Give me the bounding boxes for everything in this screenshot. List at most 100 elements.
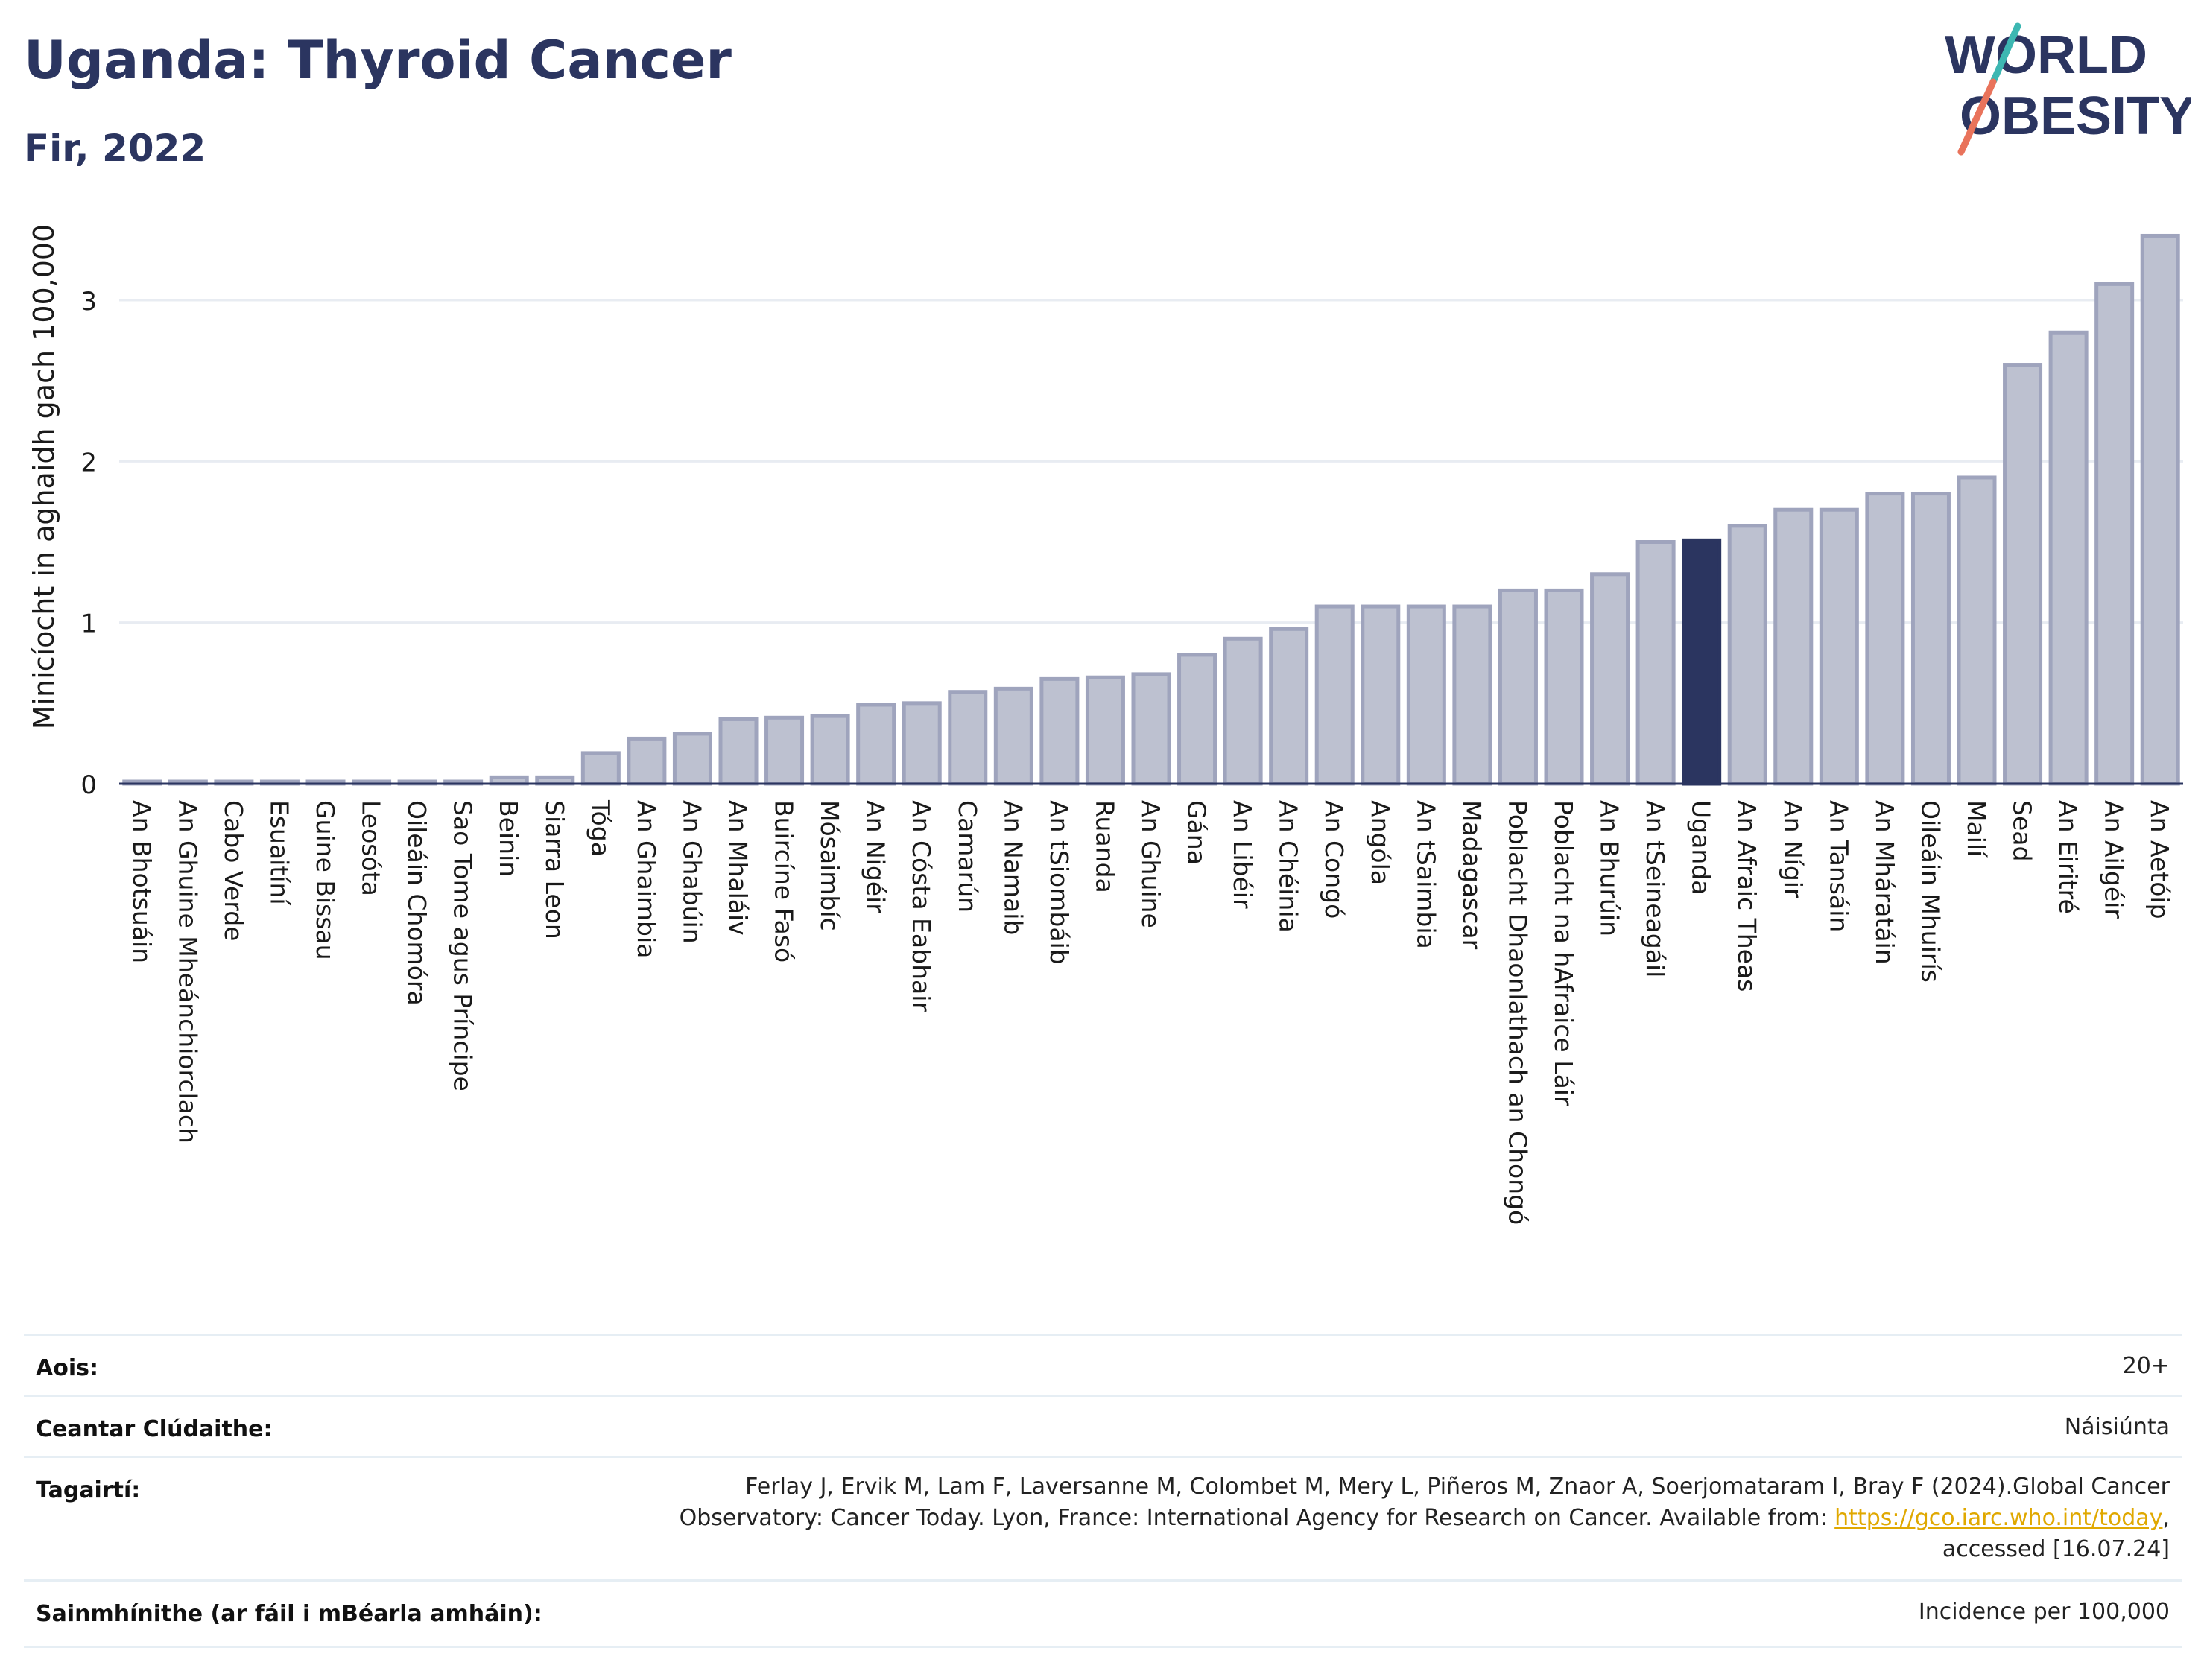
- bar: [627, 736, 667, 786]
- x-tick-label: Madagascar: [1457, 800, 1486, 950]
- logo-slash-coral: [1957, 78, 1997, 156]
- x-tick-label: Ruanda: [1090, 800, 1119, 893]
- x-tick-label: An Chéinia: [1274, 800, 1303, 933]
- x-tick-label: Guine Bissau: [311, 800, 340, 960]
- x-tick-label: Poblacht Dhaonlathach an Chongó: [1503, 800, 1532, 1225]
- bar: [1452, 604, 1492, 786]
- bar: [1819, 507, 1859, 786]
- bar: [1314, 604, 1355, 786]
- info-row-definitions: Sainmhínithe (ar fáil i mBéarla amháin):…: [24, 1579, 2182, 1648]
- info-row-coverage: Ceantar Clúdaithe: Náisiúnta: [24, 1395, 2182, 1458]
- y-tick-label: 0: [80, 770, 97, 800]
- x-tick-label: Mailí: [1962, 800, 1991, 858]
- info-value-references: Ferlay J, Ervik M, Lam F, Laversanne M, …: [680, 1471, 2170, 1565]
- bar: [902, 701, 942, 786]
- chart-subtitle: Fir, 2022: [24, 127, 206, 170]
- reference-line-1: Ferlay J, Ervik M, Lam F, Laversanne M, …: [745, 1474, 2170, 1500]
- x-tick-label: An Nigéir: [861, 800, 890, 913]
- bars: [122, 233, 2180, 786]
- bar: [1269, 627, 1309, 786]
- bar: [2140, 233, 2180, 786]
- x-tick-label: An Nígir: [1779, 800, 1808, 898]
- x-tick-label: Buircíne Fasó: [770, 800, 799, 963]
- world-obesity-logo: WORLD OBESITY: [1945, 22, 2191, 156]
- x-tick-label: An tSeineagáil: [1641, 800, 1670, 977]
- x-tick-label: An tSiombáib: [1045, 800, 1074, 965]
- bar: [2094, 282, 2135, 786]
- y-tick-label: 3: [80, 287, 97, 317]
- info-label-references: Tagairtí:: [36, 1477, 141, 1503]
- bar: [1910, 492, 1951, 786]
- reference-comma: ,: [2162, 1505, 2170, 1531]
- info-label-definitions: Sainmhínithe (ar fáil i mBéarla amháin):: [36, 1601, 542, 1627]
- info-value-coverage: Náisiúnta: [2064, 1414, 2170, 1440]
- x-tick-label: An Ghaimbia: [632, 800, 661, 958]
- bar: [1635, 540, 1676, 786]
- bar: [1177, 653, 1217, 786]
- bar: [1039, 676, 1080, 786]
- x-tick-label: An Congó: [1320, 800, 1349, 919]
- x-tick-label: An Afraic Theas: [1732, 800, 1761, 992]
- x-tick-label: Camarún: [953, 800, 982, 913]
- bar: [580, 751, 621, 786]
- logo-slash-teal: [1989, 22, 2021, 86]
- bar: [1361, 604, 1401, 786]
- bar: [1727, 524, 1767, 786]
- bar-highlight: [1682, 538, 1722, 786]
- x-tick-label: Mósaimbíc: [815, 800, 844, 931]
- bar-chart: 0 1 2 3 An Bhotsuáin An Ghuine Mheánchiorcla…: [28, 224, 2183, 1225]
- x-tick-label: An Bhotsuáin: [127, 800, 156, 963]
- bar: [2048, 330, 2089, 786]
- bar: [993, 686, 1033, 786]
- bar: [1773, 507, 1814, 786]
- info-value-definitions: Incidence per 100,000: [1918, 1599, 2170, 1625]
- y-tick-label: 2: [80, 448, 97, 478]
- x-tick-label: Gána: [1182, 800, 1212, 865]
- y-tick-labels: 0 1 2 3: [80, 287, 97, 800]
- x-tick-label: An Libéir: [1228, 800, 1257, 909]
- bar: [1498, 588, 1538, 786]
- info-row-age: Aois: 20+: [24, 1334, 2182, 1397]
- info-row-references: Tagairtí: Ferlay J, Ervik M, Lam F, Lave…: [24, 1456, 2182, 1582]
- x-tick-label: An Ghuine Mheánchiorclach: [173, 800, 202, 1144]
- x-tick-label: An Aetóip: [2145, 800, 2174, 919]
- x-tick-label: Beinin: [494, 800, 523, 877]
- bar: [1223, 636, 1263, 786]
- reference-text: Observatory: Cancer Today. Lyon, France:…: [679, 1505, 1835, 1531]
- x-tick-label: An Ghuine: [1136, 800, 1165, 928]
- info-label-age: Aois:: [36, 1355, 98, 1381]
- info-value-age: 20+: [2122, 1353, 2170, 1379]
- x-tick-label: Angóla: [1366, 800, 1395, 885]
- bar: [1085, 675, 1125, 786]
- bar: [764, 715, 805, 786]
- bar: [948, 690, 988, 786]
- x-tick-label: Sao Tome agus Príncipe: [449, 800, 478, 1091]
- logo-text-obesity: OBESITY: [1960, 86, 2191, 146]
- x-tick-label: Siarra Leon: [540, 800, 569, 939]
- x-tick-label: An Mhaláiv: [723, 800, 753, 936]
- x-tick-label: Oileáin Mhuirís: [1916, 800, 1945, 983]
- bar: [718, 717, 759, 786]
- x-tick-label: Tóga: [586, 799, 615, 857]
- reference-line-2: Observatory: Cancer Today. Lyon, France:…: [680, 1503, 2170, 1534]
- x-tick-label: An Tansáin: [1824, 800, 1853, 932]
- y-axis-label: Minicíocht in aghaidh gach 100,000: [28, 224, 60, 730]
- x-tick-label: Cabo Verde: [219, 800, 248, 941]
- x-tick-label: An Eiritré: [2053, 800, 2083, 914]
- reference-link[interactable]: https://gco.iarc.who.int/today: [1834, 1505, 2163, 1531]
- bar: [1957, 475, 1997, 786]
- bar: [856, 703, 896, 786]
- x-tick-label: An Ailgéir: [2100, 800, 2129, 919]
- x-tick-label: Uganda: [1687, 800, 1716, 895]
- x-tick-label: An tSaimbia: [1411, 800, 1440, 949]
- bar: [672, 732, 712, 786]
- bar: [1406, 604, 1446, 786]
- bar: [1590, 572, 1630, 786]
- logo-text-world: WORLD: [1945, 25, 2147, 85]
- x-tick-label: An Mháratáin: [1870, 800, 1899, 965]
- reference-line-3: accessed [16.07.24]: [1942, 1536, 2170, 1562]
- x-tick-label: An Namaib: [998, 800, 1027, 935]
- x-tick-labels: An Bhotsuáin An Ghuine Mheánchiorclach Cab…: [127, 799, 2174, 1225]
- x-tick-label: An Bhurúin: [1595, 800, 1624, 936]
- bar: [810, 714, 850, 786]
